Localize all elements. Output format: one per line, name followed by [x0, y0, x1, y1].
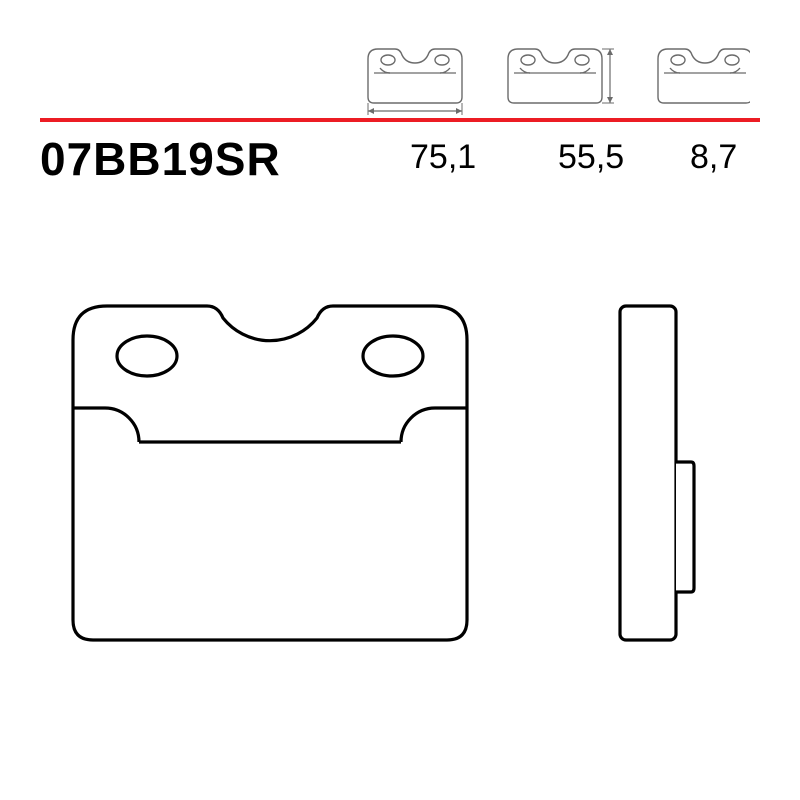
divider-rule	[40, 118, 760, 122]
dimension-icons-row	[350, 40, 750, 110]
brake-pad-side-view	[620, 306, 694, 640]
dim-height-value: 55,5	[558, 138, 624, 177]
dimension-icons-svg	[350, 40, 750, 115]
drawings-svg	[55, 260, 755, 740]
dim-thick-value: 8,7	[690, 138, 737, 177]
mount-hole-right	[363, 336, 423, 376]
labels-row: 07BB19SR 75,1 55,5 8,7	[40, 132, 760, 192]
thickness-icon	[658, 49, 750, 115]
width-icon	[368, 49, 462, 115]
dim-width-value: 75,1	[410, 138, 476, 177]
mount-hole-left	[117, 336, 177, 376]
technical-drawings	[55, 260, 755, 740]
brake-pad-front-view	[73, 306, 467, 640]
page-root: 07BB19SR 75,1 55,5 8,7	[0, 0, 800, 800]
part-number: 07BB19SR	[40, 132, 281, 186]
height-icon	[508, 49, 614, 103]
